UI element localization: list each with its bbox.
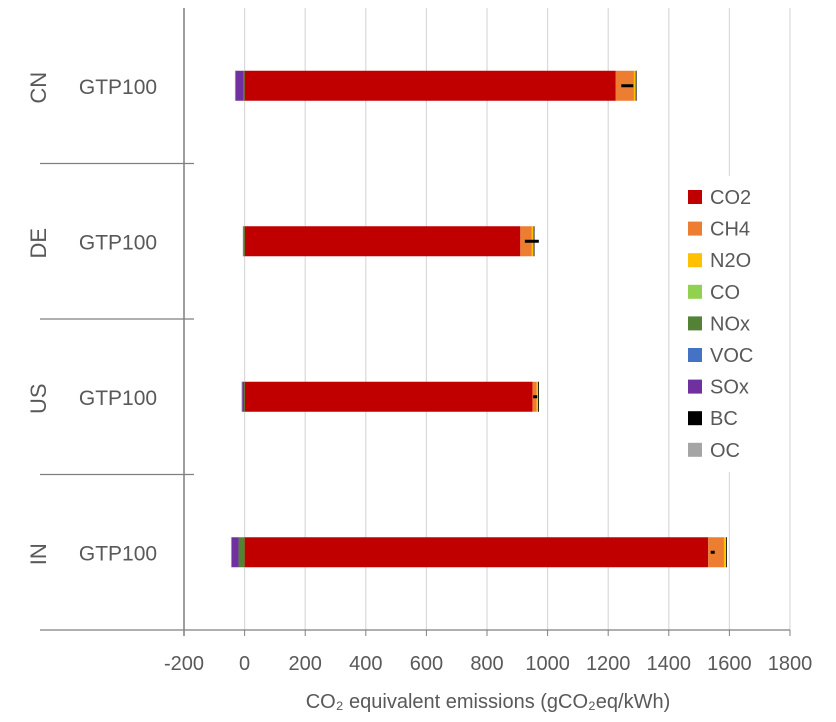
bar-in-n2o — [723, 537, 726, 568]
region-label-de: DE — [26, 228, 51, 259]
bar-cn-n2o — [633, 70, 636, 101]
x-tick-label: 200 — [289, 653, 322, 675]
legend-label-co2: CO2 — [710, 187, 751, 209]
bar-us-nox — [243, 381, 245, 412]
bar-in-nox — [238, 537, 245, 568]
x-tick-label: 1000 — [525, 653, 570, 675]
x-tick-label: 0 — [239, 653, 250, 675]
metric-label: GTP100 — [79, 231, 157, 254]
x-tick-labels: -200 0 200 400 600 800 1000 1200 1400 1600 1800 — [164, 630, 812, 675]
legend-swatch-n2o — [688, 253, 702, 268]
legend-swatch-ch4 — [688, 221, 702, 236]
legend-swatch-voc — [688, 348, 702, 362]
bar-cn-oc — [234, 70, 236, 101]
x-tick-label: 600 — [410, 653, 443, 675]
x-axis-title: CO₂ equivalent emissions (gCO₂eq/kWh) — [306, 691, 671, 713]
bar-in-oc — [230, 537, 232, 568]
bar-in-ch4 — [708, 537, 724, 568]
metric-label: GTP100 — [79, 76, 157, 99]
legend: CO2 CH4 N2O CO NOx VOC SOx BC OC — [676, 176, 788, 472]
bar-de-oc — [242, 226, 244, 257]
x-tick-label: 1800 — [768, 653, 813, 675]
legend-swatch-bc — [688, 411, 702, 426]
x-tick-label: -200 — [164, 653, 204, 675]
legend-label-nox: NOx — [710, 313, 750, 335]
category-labels: CN GTP100 DE GTP100 US GTP100 IN GTP100 — [26, 72, 157, 565]
region-label-us: US — [26, 383, 51, 414]
x-tick-label: 1400 — [647, 653, 692, 675]
bar-us-oc — [241, 381, 243, 412]
bar-de-nox — [243, 226, 245, 257]
bar-in-bc — [726, 537, 727, 568]
legend-swatch-sox — [688, 379, 702, 394]
bar-in-co2 — [244, 537, 709, 568]
bar-cn-bc — [635, 70, 637, 101]
region-label-in: IN — [26, 543, 51, 565]
metric-label: GTP100 — [79, 542, 157, 565]
x-tick-label: 1600 — [707, 653, 752, 675]
legend-swatch-nox — [688, 316, 702, 331]
metric-label: GTP100 — [79, 387, 157, 410]
bar-cn-sox — [235, 70, 244, 101]
legend-label-bc: BC — [710, 408, 738, 430]
legend-label-ch4: CH4 — [710, 219, 750, 241]
x-tick-label: 800 — [470, 653, 503, 675]
axes — [40, 8, 790, 636]
bar-us-sox — [241, 381, 244, 412]
region-label-cn: CN — [26, 72, 51, 104]
legend-label-oc: OC — [710, 440, 740, 462]
x-tick-label: 1200 — [586, 653, 631, 675]
legend-swatch-co2 — [688, 190, 702, 204]
bar-us-co2 — [244, 381, 533, 412]
legend-label-sox: SOx — [710, 377, 749, 399]
legend-label-voc: VOC — [710, 345, 753, 367]
x-tick-label: 400 — [349, 653, 382, 675]
legend-label-co: CO — [710, 282, 740, 304]
bar-cn-nox — [243, 70, 245, 101]
bar-de-co2 — [244, 226, 521, 257]
bar-in-sox — [231, 537, 239, 568]
legend-swatch-co — [688, 284, 702, 299]
bars — [230, 70, 727, 568]
legend-label-n2o: N2O — [710, 250, 751, 272]
bar-us-bc — [538, 381, 540, 412]
legend-swatch-oc — [688, 442, 702, 457]
bar-cn-co2 — [244, 70, 616, 101]
bar-us-n2o — [536, 381, 538, 412]
